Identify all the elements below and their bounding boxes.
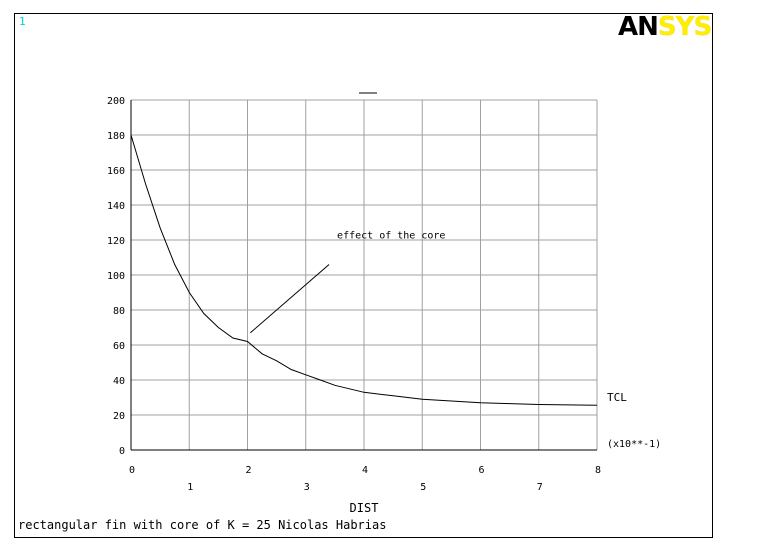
tick-labels: 0 20 40 60 80 100 120 140 160 180 200 0 2 4 6 8 1 3 5 7 — [107, 96, 601, 493]
x-tick-label: 1 — [187, 482, 193, 493]
window-number: 1 — [19, 15, 26, 28]
annotations: effect of the core — [250, 231, 445, 334]
x-tick-label: 0 — [129, 465, 135, 476]
annotation-text: effect of the core — [337, 231, 445, 242]
logo-part-an: AN — [618, 12, 659, 42]
logo-part-sys: SYS — [657, 12, 712, 42]
annotation-pointer-line — [250, 264, 330, 334]
grid-lines — [130, 99, 598, 451]
x-tick-label: 2 — [245, 465, 251, 476]
series-lines: TCL — [130, 134, 627, 406]
footer-title: rectangular fin with core of K = 25 Nico… — [18, 518, 387, 532]
y-tick-label: 200 — [107, 96, 125, 107]
x-tick-label: 8 — [595, 465, 601, 476]
x-tick-label: 4 — [362, 465, 368, 476]
series-line-tcl — [130, 134, 598, 406]
ansys-logo: ANSYS — [618, 12, 712, 42]
y-tick-label: 40 — [113, 376, 125, 387]
y-tick-label: 80 — [113, 306, 125, 317]
series-label: TCL — [607, 391, 627, 404]
y-tick-label: 140 — [107, 201, 125, 212]
y-tick-label: 20 — [113, 411, 125, 422]
x-tick-label: 3 — [304, 482, 310, 493]
y-tick-label: 180 — [107, 131, 125, 142]
x-tick-label: 7 — [537, 482, 543, 493]
y-tick-label: 60 — [113, 341, 125, 352]
x-axis-label: DIST — [350, 501, 379, 515]
y-tick-label: 160 — [107, 166, 125, 177]
x-tick-label: 5 — [420, 482, 426, 493]
x-tick-label: 6 — [478, 465, 484, 476]
x-axis-multiplier: (x10**-1) — [607, 439, 661, 450]
y-tick-label: 100 — [107, 271, 125, 282]
y-tick-label: 0 — [119, 446, 125, 457]
axes — [130, 100, 597, 451]
y-tick-label: 120 — [107, 236, 125, 247]
